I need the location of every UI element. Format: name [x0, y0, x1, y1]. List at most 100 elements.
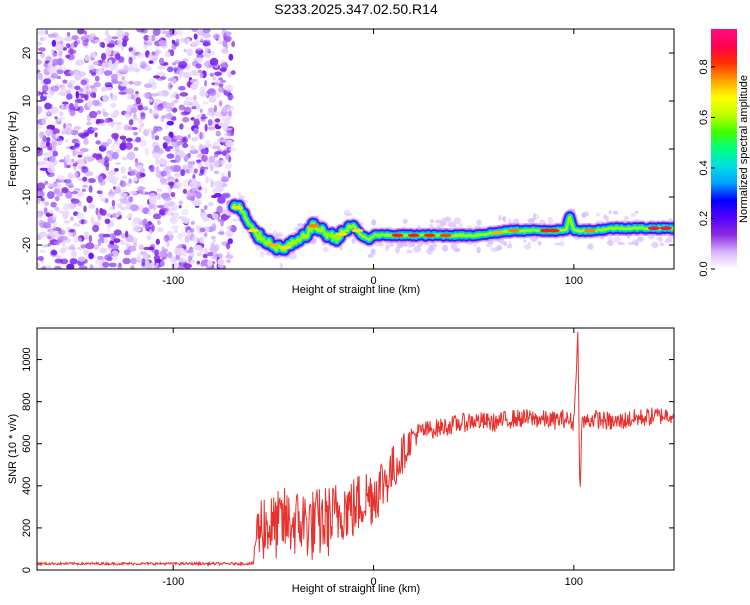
noise-speckle	[220, 59, 226, 65]
noise-speckle	[39, 191, 45, 197]
noise-speckle	[49, 183, 59, 188]
noise-speckle	[186, 229, 191, 238]
noise-speckle	[211, 194, 218, 199]
ridge-halo-speckle	[259, 251, 265, 257]
noise-speckle	[110, 73, 118, 80]
noise-speckle	[51, 72, 58, 79]
noise-speckle	[145, 38, 153, 47]
noise-speckle	[189, 149, 199, 155]
noise-speckle	[162, 142, 168, 150]
noise-speckle	[42, 152, 52, 157]
noise-speckle	[111, 36, 119, 40]
noise-speckle	[69, 244, 75, 250]
noise-speckle	[144, 223, 150, 230]
ridge-halo-speckle	[450, 242, 458, 250]
x-tick-label: -100	[162, 576, 184, 588]
noise-speckle	[228, 110, 232, 117]
noise-speckle	[153, 102, 158, 110]
noise-speckle	[195, 63, 202, 69]
snr-series-line	[37, 331, 674, 567]
ridge-hot-spot	[423, 233, 436, 238]
ridge-halo-speckle	[275, 233, 279, 240]
noise-speckle	[82, 184, 88, 188]
noise-speckle	[114, 168, 119, 172]
noise-speckle	[107, 226, 111, 233]
ridge-halo-speckle	[444, 216, 452, 223]
noise-speckle	[172, 78, 177, 84]
noise-speckle	[97, 118, 105, 124]
noise-speckle	[102, 233, 111, 238]
noise-speckle	[133, 81, 142, 86]
noise-speckle	[220, 63, 226, 68]
noise-speckle	[191, 41, 197, 47]
noise-speckle	[108, 262, 117, 268]
ridge-halo-speckle	[664, 239, 672, 243]
noise-speckle	[111, 132, 119, 140]
noise-speckle	[82, 85, 87, 92]
noise-speckle	[147, 35, 153, 41]
snr-y-axis-label: SNR (10 * v/v)	[7, 414, 19, 484]
noise-speckle	[114, 53, 121, 61]
noise-speckle	[99, 41, 105, 48]
noise-speckle	[191, 29, 198, 33]
noise-speckle	[190, 145, 196, 151]
ridge-halo-speckle	[476, 219, 482, 226]
noise-speckle	[167, 251, 173, 259]
noise-speckle	[66, 164, 71, 169]
noise-speckle	[102, 261, 110, 268]
noise-speckle	[111, 151, 119, 160]
noise-speckle	[114, 162, 122, 165]
noise-speckle	[97, 159, 104, 164]
noise-speckle	[212, 33, 221, 40]
y-tick-label: 0	[21, 567, 33, 573]
noise-speckle	[154, 259, 162, 263]
noise-speckle	[182, 217, 191, 225]
noise-speckle	[60, 85, 67, 94]
noise-speckle	[119, 79, 128, 87]
noise-speckle	[54, 196, 60, 202]
noise-speckle	[153, 265, 158, 269]
noise-speckle	[60, 229, 66, 236]
noise-speckle	[172, 141, 177, 147]
colorbar-label: Normalized spectral amplitude	[738, 75, 750, 223]
noise-speckle	[204, 248, 208, 253]
noise-speckle	[62, 79, 68, 84]
noise-speckle	[163, 234, 170, 242]
noise-speckle	[87, 178, 96, 184]
noise-speckle	[204, 80, 208, 87]
noise-speckle	[199, 72, 204, 79]
noise-speckle	[130, 265, 135, 269]
noise-speckle	[37, 59, 43, 65]
noise-speckle	[90, 57, 95, 61]
noise-speckle	[115, 81, 123, 85]
noise-speckle	[160, 260, 165, 267]
noise-speckle	[213, 160, 220, 168]
noise-speckle	[106, 138, 113, 145]
ridge-halo-speckle	[655, 237, 663, 241]
noise-speckle	[203, 168, 207, 177]
noise-speckle	[159, 157, 165, 163]
noise-speckle	[199, 227, 206, 233]
noise-speckle	[89, 33, 96, 38]
noise-speckle	[152, 213, 162, 220]
noise-speckle	[178, 200, 183, 205]
noise-speckle	[72, 223, 81, 227]
noise-speckle	[221, 176, 229, 183]
noise-speckle	[186, 101, 193, 106]
noise-speckle	[228, 94, 234, 100]
ridge-halo-speckle	[607, 235, 613, 241]
noise-speckle	[208, 201, 214, 207]
noise-speckle	[222, 39, 228, 48]
noise-speckle	[166, 153, 175, 159]
noise-speckle	[220, 172, 225, 178]
noise-speckle	[74, 171, 78, 179]
noise-speckle	[216, 205, 224, 214]
noise-speckle	[192, 199, 202, 207]
noise-speckle	[103, 237, 108, 244]
noise-speckle	[128, 235, 134, 243]
y-tick-label: 1000	[21, 347, 33, 371]
noise-speckle	[201, 154, 208, 162]
noise-speckle	[52, 150, 58, 157]
y-tick-label: 600	[21, 435, 33, 453]
